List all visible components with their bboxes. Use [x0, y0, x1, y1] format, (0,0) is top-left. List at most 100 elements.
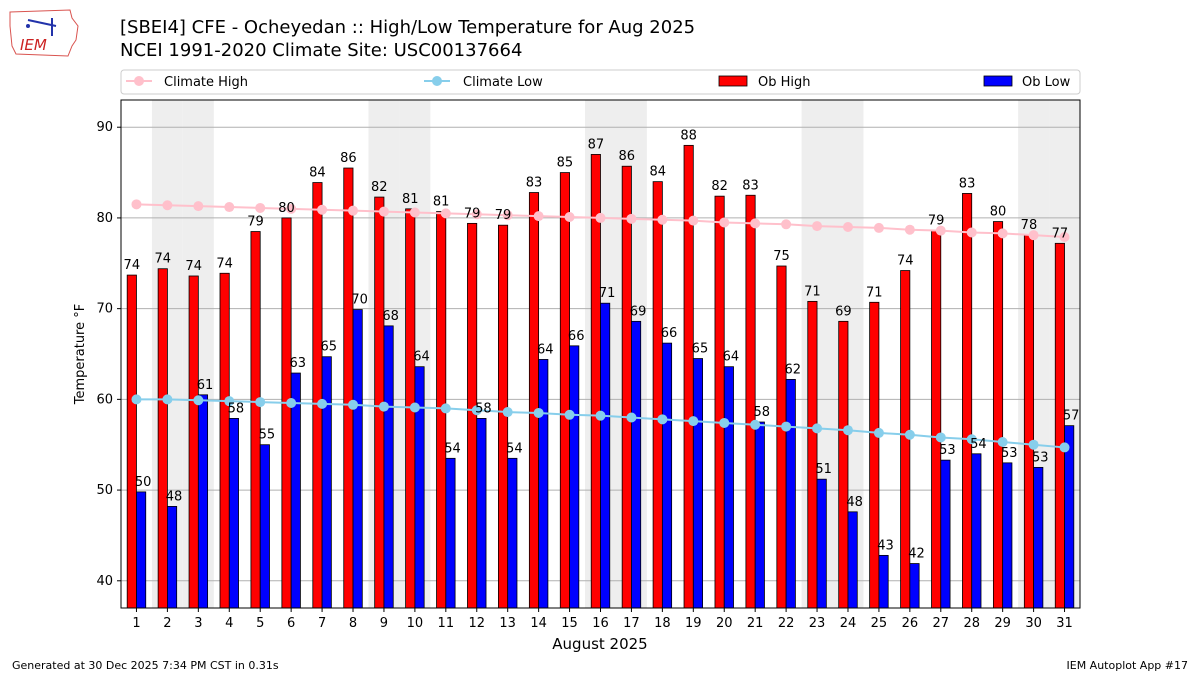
generated-timestamp: Generated at 30 Dec 2025 7:34 PM CST in … — [12, 659, 279, 672]
legend: Climate High Climate Low Ob High Ob Low — [120, 69, 1081, 95]
label-ob-high-2: 74 — [154, 252, 171, 267]
x-tick-label-12: 12 — [468, 616, 485, 631]
label-ob-low-7: 65 — [320, 340, 337, 355]
label-ob-low-19: 65 — [692, 342, 709, 357]
bar-ob-high-7 — [312, 182, 323, 609]
bar-ob-low-7 — [321, 356, 332, 609]
x-tick-label-29: 29 — [994, 616, 1011, 631]
x-tick-label-21: 21 — [747, 616, 764, 631]
bar-ob-low-28 — [971, 453, 982, 609]
y-tick-label-40: 40 — [96, 574, 113, 589]
bar-ob-high-4 — [219, 272, 230, 609]
bar-ob-low-14 — [538, 359, 549, 609]
climate-low-point-8 — [348, 399, 359, 410]
climate-low-point-1 — [131, 394, 142, 405]
climate-low-point-19 — [688, 416, 699, 427]
bar-ob-high-1 — [126, 274, 137, 609]
label-ob-high-18: 84 — [649, 165, 666, 180]
label-ob-high-10: 81 — [402, 192, 419, 207]
label-ob-low-21: 58 — [754, 405, 771, 420]
climate-low-point-24 — [842, 425, 853, 436]
label-ob-low-17: 69 — [630, 304, 647, 319]
x-tick-label-25: 25 — [871, 616, 888, 631]
bar-ob-high-27 — [931, 230, 942, 609]
y-tick-label-50: 50 — [96, 483, 113, 498]
bar-ob-high-2 — [157, 268, 168, 609]
climate-low-point-16 — [595, 410, 606, 421]
x-tick-label-16: 16 — [592, 616, 609, 631]
bar-ob-high-15 — [559, 172, 570, 609]
bar-ob-low-13 — [507, 457, 518, 609]
y-tick-label-80: 80 — [96, 211, 113, 226]
x-tick-label-2: 2 — [163, 616, 171, 631]
climate-low-point-5 — [255, 397, 266, 408]
label-ob-low-8: 70 — [351, 293, 368, 308]
climate-low-point-6 — [286, 397, 297, 408]
bar-ob-high-25 — [869, 301, 880, 609]
label-ob-low-6: 63 — [290, 356, 307, 371]
climate-high-point-6 — [286, 203, 297, 214]
climate-low-point-21 — [750, 419, 761, 430]
x-axis-label: August 2025 — [552, 635, 647, 653]
bar-ob-low-9 — [383, 325, 394, 609]
y-tick-label-90: 90 — [96, 120, 113, 135]
bar-ob-low-12 — [476, 418, 487, 609]
label-ob-low-31: 57 — [1063, 409, 1080, 424]
label-ob-high-27: 79 — [928, 214, 945, 229]
label-ob-high-6: 80 — [278, 201, 295, 216]
bar-ob-low-30 — [1033, 466, 1044, 609]
climate-low-point-23 — [812, 423, 823, 434]
climate-high-point-22 — [781, 219, 792, 230]
bar-ob-low-17 — [631, 320, 642, 609]
x-tick-label-27: 27 — [933, 616, 950, 631]
label-ob-high-12: 79 — [464, 206, 481, 221]
climate-low-point-10 — [409, 402, 420, 413]
climate-low-point-12 — [471, 405, 482, 416]
label-ob-high-9: 82 — [371, 180, 388, 195]
x-tick-label-19: 19 — [685, 616, 702, 631]
bar-ob-high-24 — [838, 320, 849, 609]
bar-ob-low-1 — [136, 491, 147, 609]
climate-low-point-9 — [378, 401, 389, 412]
x-tick-label-23: 23 — [809, 616, 826, 631]
x-tick-label-24: 24 — [840, 616, 857, 631]
bar-ob-high-5 — [250, 231, 261, 609]
climate-low-point-30 — [1028, 439, 1039, 450]
label-ob-high-26: 74 — [897, 254, 914, 269]
label-ob-high-20: 82 — [711, 179, 728, 194]
x-tick-label-30: 30 — [1025, 616, 1042, 631]
label-ob-high-22: 75 — [773, 249, 790, 264]
climate-low-point-20 — [719, 417, 730, 428]
x-tick-label-14: 14 — [530, 616, 547, 631]
climate-high-point-29 — [997, 228, 1008, 239]
x-tick-label-6: 6 — [287, 616, 295, 631]
x-tick-label-31: 31 — [1056, 616, 1073, 631]
climate-low-point-15 — [564, 409, 575, 420]
climate-low-point-26 — [904, 429, 915, 440]
bar-ob-high-17 — [621, 165, 632, 609]
chart-title: [SBEI4] CFE - Ocheyedan :: High/Low Temp… — [120, 17, 696, 38]
bar-ob-low-20 — [723, 366, 734, 609]
climate-high-point-26 — [904, 224, 915, 235]
label-ob-high-15: 85 — [557, 156, 574, 171]
climate-low-point-22 — [781, 421, 792, 432]
iem-logo: IEM — [9, 9, 79, 57]
label-ob-low-16: 71 — [599, 286, 616, 301]
climate-high-point-18 — [657, 214, 668, 225]
logo-text: IEM — [20, 36, 47, 54]
bar-ob-high-21 — [745, 194, 756, 609]
legend-ob-high-swatch — [718, 75, 748, 87]
label-ob-low-12: 58 — [475, 401, 492, 416]
bar-ob-high-20 — [714, 195, 725, 609]
x-tick-label-17: 17 — [623, 616, 640, 631]
climate-high-point-15 — [564, 212, 575, 223]
x-tick-label-9: 9 — [380, 616, 388, 631]
legend-ob-low-swatch — [983, 75, 1013, 87]
bar-ob-low-11 — [445, 457, 456, 609]
climate-high-point-24 — [842, 222, 853, 232]
bar-ob-low-19 — [692, 358, 703, 609]
label-ob-high-25: 71 — [866, 285, 883, 300]
x-tick-label-26: 26 — [902, 616, 919, 631]
bar-ob-low-29 — [1002, 462, 1013, 609]
